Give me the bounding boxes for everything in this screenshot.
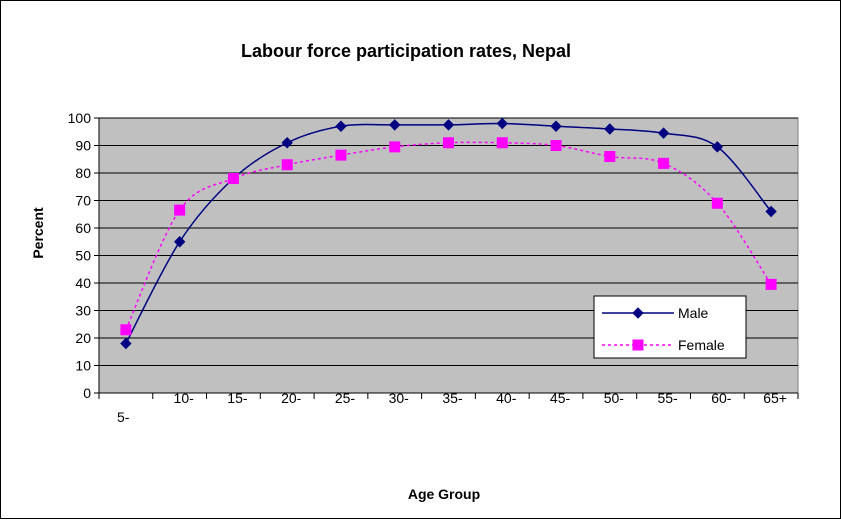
x-axis-title: Age Group (408, 486, 480, 502)
legend-label-female: Female (678, 337, 725, 353)
legend-label-male: Male (678, 305, 709, 321)
y-tick-label: 60 (75, 220, 91, 236)
y-tick-label: 30 (75, 303, 91, 319)
x-tick-label: 35- (442, 390, 463, 406)
x-tick-label: 40- (496, 390, 517, 406)
x-tick-label: 15- (227, 390, 248, 406)
data-point-male (281, 137, 293, 149)
data-point-female (496, 137, 508, 149)
y-axis-title: Percent (30, 207, 46, 259)
data-point-male (335, 120, 347, 132)
series-male (120, 117, 777, 350)
x-tick-label: 10- (174, 390, 195, 406)
data-point-female (604, 151, 616, 162)
legend: Male Female (593, 295, 747, 359)
chart-title: Labour force participation rates, Nepal (241, 41, 571, 61)
x-tick-label: 55- (657, 390, 678, 406)
data-point-female (389, 141, 401, 153)
y-tick-label: 10 (75, 358, 91, 374)
data-point-male (496, 117, 508, 130)
y-tick-label: 20 (75, 330, 91, 346)
data-point-male (173, 236, 186, 248)
y-tick-label: 90 (75, 138, 91, 154)
data-point-female (281, 159, 293, 171)
data-point-male (765, 205, 777, 218)
data-point-female (711, 197, 723, 209)
legend-marker-female (632, 339, 644, 351)
y-tick-label: 80 (75, 165, 91, 181)
data-point-male (657, 127, 670, 139)
y-tick-label: 100 (68, 110, 92, 126)
data-point-female (174, 204, 186, 216)
x-tick-label: 5- (117, 409, 130, 425)
y-tick-label: 70 (75, 193, 91, 209)
data-point-male (120, 337, 132, 350)
data-point-male (604, 123, 616, 135)
x-tick-label: 45- (550, 390, 571, 406)
data-point-male (711, 141, 724, 153)
y-tick-label: 40 (75, 275, 91, 291)
data-point-female (765, 278, 777, 290)
data-point-female (550, 140, 562, 151)
x-tick-label: 30- (389, 390, 410, 406)
x-tick-label: 60- (711, 390, 732, 406)
x-tick-label: 65+ (763, 390, 787, 406)
y-tick-label: 50 (75, 248, 91, 264)
data-point-female (443, 137, 454, 149)
legend-box (593, 295, 747, 359)
data-point-female (120, 324, 132, 336)
x-tick-label: 25- (335, 390, 356, 406)
data-point-female (658, 157, 670, 169)
data-point-male (550, 120, 562, 132)
y-tick-label: 0 (83, 385, 91, 401)
data-point-male (389, 119, 401, 131)
x-tick-label: 50- (604, 390, 625, 406)
data-point-male (442, 119, 455, 131)
legend-marker-male (632, 307, 644, 319)
x-tick-label: 20- (281, 390, 302, 406)
data-point-female (227, 173, 239, 184)
series-female (120, 137, 777, 336)
data-point-female (335, 149, 347, 161)
